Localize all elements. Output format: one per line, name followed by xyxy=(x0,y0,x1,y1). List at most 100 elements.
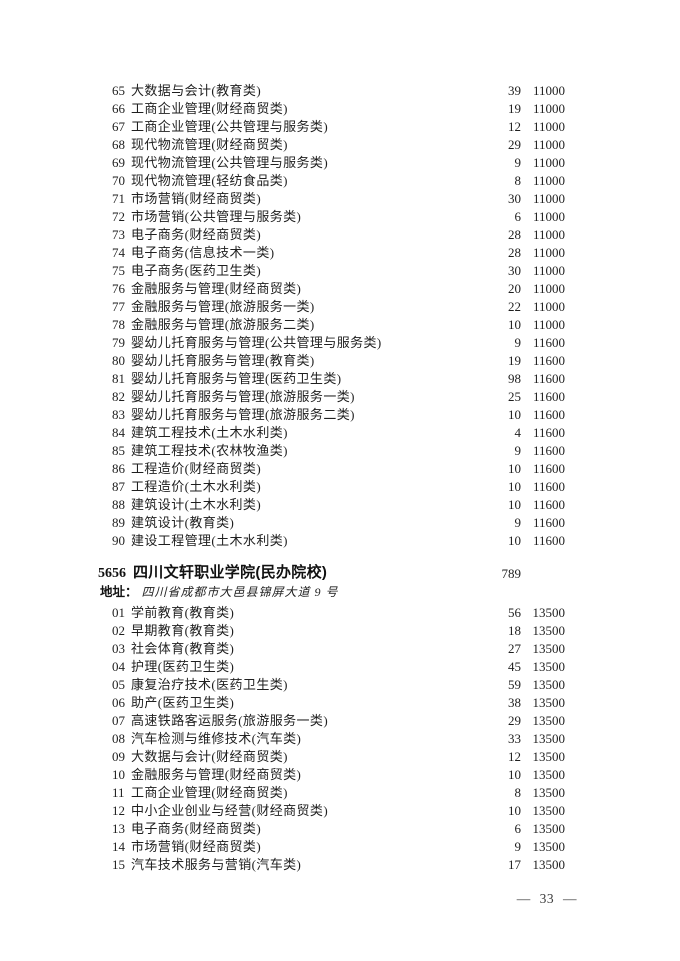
tuition-fee: 11600 xyxy=(532,533,565,548)
table-row: 06 助产(医药卫生类) 38 13500 xyxy=(98,694,565,712)
major-name: 建筑工程技术(土木水利类) xyxy=(131,425,288,440)
tuition-fee: 11600 xyxy=(532,515,565,530)
plan-count: 30 xyxy=(508,191,521,206)
school-total-plan: 789 xyxy=(501,566,522,581)
plan-count: 38 xyxy=(508,695,521,710)
tuition-fee: 11600 xyxy=(532,371,565,386)
tuition-fee: 11000 xyxy=(532,191,565,206)
tuition-fee: 11000 xyxy=(532,173,565,188)
major-name: 婴幼儿托育服务与管理(教育类) xyxy=(131,353,315,368)
plan-count: 28 xyxy=(508,227,521,242)
row-number: 66 xyxy=(112,101,125,116)
school-header: 5656 四川文轩职业学院(民办院校) 789 xyxy=(98,563,565,583)
major-name: 工商企业管理(财经商贸类) xyxy=(131,101,288,116)
table-row: 14 市场营销(财经商贸类) 9 13500 xyxy=(98,838,565,856)
row-number: 05 xyxy=(112,677,125,692)
row-number: 68 xyxy=(112,137,125,152)
table-row: 73 电子商务(财经商贸类) 28 11000 xyxy=(98,226,565,244)
tuition-fee: 11600 xyxy=(532,425,565,440)
major-name: 电子商务(医药卫生类) xyxy=(131,263,262,278)
plan-count: 8 xyxy=(514,173,522,188)
major-name: 电子商务(信息技术一类) xyxy=(131,245,275,260)
table-row: 05 康复治疗技术(医药卫生类) 59 13500 xyxy=(98,676,565,694)
row-number: 80 xyxy=(112,353,125,368)
major-name: 金融服务与管理(财经商贸类) xyxy=(131,767,302,782)
tuition-fee: 11600 xyxy=(532,353,565,368)
table-row: 78 金融服务与管理(旅游服务二类) 10 11000 xyxy=(98,316,565,334)
plan-count: 9 xyxy=(514,335,522,350)
plan-count: 10 xyxy=(508,317,521,332)
row-number: 86 xyxy=(112,461,125,476)
plan-count: 27 xyxy=(508,641,521,656)
tuition-fee: 13500 xyxy=(532,605,566,620)
plan-count: 9 xyxy=(514,515,522,530)
row-number: 08 xyxy=(112,731,125,746)
table-row: 76 金融服务与管理(财经商贸类) 20 11000 xyxy=(98,280,565,298)
plan-count: 19 xyxy=(508,101,521,116)
row-number: 67 xyxy=(112,119,125,134)
table-row: 13 电子商务(财经商贸类) 6 13500 xyxy=(98,820,565,838)
tuition-fee: 13500 xyxy=(532,659,566,674)
major-name: 现代物流管理(财经商贸类) xyxy=(131,137,288,152)
plan-count: 17 xyxy=(508,857,521,872)
tuition-fee: 13500 xyxy=(532,785,566,800)
table-row: 89 建筑设计(教育类) 9 11600 xyxy=(98,514,565,532)
school-section: 5656 四川文轩职业学院(民办院校) 789 地址： 四川省成都市大邑县锦屏大道 … xyxy=(98,563,565,874)
page-content: 65 大数据与会计(教育类) 39 11000 66 工商企业管理(财经商贸类)… xyxy=(98,82,565,874)
major-name: 汽车技术服务与营销(汽车类) xyxy=(131,857,302,872)
table-row: 82 婴幼儿托育服务与管理(旅游服务一类) 25 11600 xyxy=(98,388,565,406)
row-number: 85 xyxy=(112,443,125,458)
plan-count: 9 xyxy=(514,443,522,458)
row-number: 78 xyxy=(112,317,125,332)
tuition-fee: 11600 xyxy=(532,407,565,422)
row-number: 82 xyxy=(112,389,125,404)
table-row: 70 现代物流管理(轻纺食品类) 8 11000 xyxy=(98,172,565,190)
school-code: 5656 xyxy=(98,566,126,581)
tuition-fee: 11000 xyxy=(532,281,565,296)
plan-count: 19 xyxy=(508,353,521,368)
row-number: 07 xyxy=(112,713,125,728)
major-name: 工程造价(财经商贸类) xyxy=(131,461,262,476)
plan-count: 29 xyxy=(508,713,521,728)
school-name: 四川文轩职业学院(民办院校) xyxy=(133,564,328,581)
major-name: 工商企业管理(财经商贸类) xyxy=(131,785,288,800)
tuition-fee: 11000 xyxy=(532,101,565,116)
major-name: 婴幼儿托育服务与管理(公共管理与服务类) xyxy=(131,335,382,350)
major-name: 金融服务与管理(财经商贸类) xyxy=(131,281,302,296)
major-name: 高速铁路客运服务(旅游服务一类) xyxy=(131,713,329,728)
plan-count: 18 xyxy=(508,623,521,638)
tuition-fee: 13500 xyxy=(532,767,566,782)
plan-count: 28 xyxy=(508,245,521,260)
row-number: 72 xyxy=(112,209,125,224)
tuition-fee: 13500 xyxy=(532,731,566,746)
major-name: 金融服务与管理(旅游服务一类) xyxy=(131,299,315,314)
tuition-fee: 13500 xyxy=(532,623,566,638)
tuition-fee: 11000 xyxy=(532,299,565,314)
school-title: 5656 四川文轩职业学院(民办院校) xyxy=(98,563,485,583)
row-number: 10 xyxy=(112,767,125,782)
table-row: 68 现代物流管理(财经商贸类) 29 11000 xyxy=(98,136,565,154)
table-row: 02 早期教育(教育类) 18 13500 xyxy=(98,622,565,640)
table-row: 66 工商企业管理(财经商贸类) 19 11000 xyxy=(98,100,565,118)
major-name: 电子商务(财经商贸类) xyxy=(131,227,262,242)
table-row: 04 护理(医药卫生类) 45 13500 xyxy=(98,658,565,676)
plan-count: 98 xyxy=(508,371,521,386)
tuition-fee: 11000 xyxy=(532,155,565,170)
table-row: 07 高速铁路客运服务(旅游服务一类) 29 13500 xyxy=(98,712,565,730)
tuition-fee: 11000 xyxy=(532,119,565,134)
table-row: 84 建筑工程技术(土木水利类) 4 11600 xyxy=(98,424,565,442)
table-row: 08 汽车检测与维修技术(汽车类) 33 13500 xyxy=(98,730,565,748)
row-number: 81 xyxy=(112,371,125,386)
school-rows: 01 学前教育(教育类) 56 13500 02 早期教育(教育类) 18 13… xyxy=(98,604,565,874)
plan-count: 12 xyxy=(508,749,521,764)
tuition-fee: 13500 xyxy=(532,677,566,692)
plan-count: 20 xyxy=(508,281,521,296)
table-row: 81 婴幼儿托育服务与管理(医药卫生类) 98 11600 xyxy=(98,370,565,388)
table-row: 74 电子商务(信息技术一类) 28 11000 xyxy=(98,244,565,262)
row-number: 71 xyxy=(112,191,125,206)
row-number: 83 xyxy=(112,407,125,422)
table-row: 75 电子商务(医药卫生类) 30 11000 xyxy=(98,262,565,280)
tuition-fee: 11000 xyxy=(532,227,565,242)
row-number: 89 xyxy=(112,515,125,530)
